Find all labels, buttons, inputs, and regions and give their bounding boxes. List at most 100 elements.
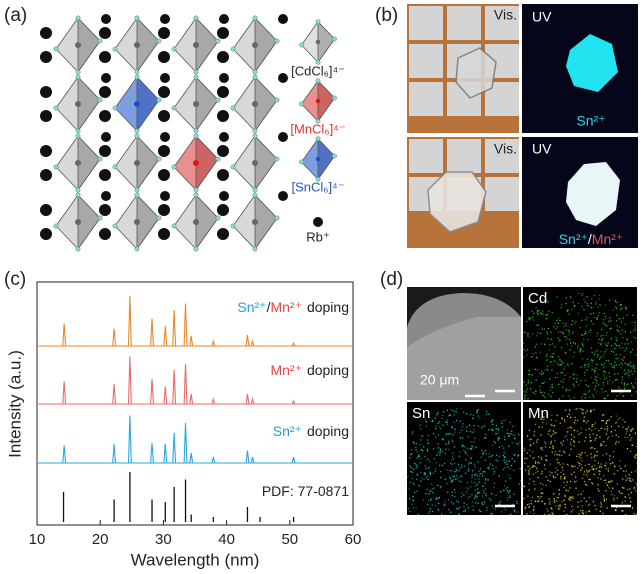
rb-atom bbox=[313, 217, 323, 227]
map-dot bbox=[551, 414, 553, 416]
map-dot bbox=[629, 439, 632, 441]
map-dot bbox=[473, 428, 475, 431]
map-dot bbox=[541, 373, 543, 375]
map-dot bbox=[615, 414, 617, 417]
map-dot bbox=[459, 431, 461, 434]
map-dot bbox=[437, 442, 439, 445]
paper-square bbox=[409, 139, 443, 173]
map-dot bbox=[565, 297, 568, 299]
map-dot bbox=[572, 509, 574, 511]
map-dot bbox=[413, 442, 415, 445]
map-dot bbox=[586, 369, 588, 371]
map-dot bbox=[502, 447, 505, 449]
x-tick-label: 60 bbox=[345, 531, 362, 548]
map-dot bbox=[634, 454, 637, 456]
map-dot bbox=[560, 306, 562, 309]
map-dot bbox=[579, 349, 582, 352]
map-dot bbox=[514, 511, 516, 513]
map-dot bbox=[524, 395, 526, 397]
map-dot bbox=[544, 503, 546, 505]
map-dot bbox=[466, 447, 469, 450]
map-dot bbox=[613, 367, 615, 369]
map-dot bbox=[540, 343, 542, 345]
map-dot bbox=[528, 503, 530, 505]
cl-atom bbox=[112, 164, 118, 170]
rb-atom bbox=[101, 73, 111, 83]
map-dot bbox=[431, 420, 433, 422]
x-tick-label: 10 bbox=[29, 531, 46, 548]
map-dot bbox=[593, 370, 595, 373]
map-dot bbox=[634, 456, 636, 459]
map-dot bbox=[456, 470, 458, 472]
map-dot bbox=[529, 455, 531, 457]
map-dot bbox=[532, 496, 534, 498]
map-dot bbox=[485, 495, 487, 497]
map-dot bbox=[572, 497, 574, 500]
cl-atom bbox=[97, 215, 103, 221]
map-dot bbox=[593, 464, 596, 467]
legend-label: Rb⁺ bbox=[306, 229, 329, 244]
cl-atom bbox=[171, 105, 177, 111]
cl-atom bbox=[252, 133, 258, 139]
map-dot bbox=[549, 503, 551, 505]
map-dot bbox=[529, 317, 531, 320]
map-dot bbox=[634, 321, 636, 324]
map-dot bbox=[484, 488, 487, 490]
map-dot bbox=[632, 427, 634, 430]
map-dot bbox=[557, 322, 560, 324]
map-dot bbox=[414, 462, 416, 465]
diffraction-peak bbox=[62, 445, 67, 464]
map-dot bbox=[569, 496, 571, 498]
map-dot bbox=[625, 347, 628, 349]
map-dot bbox=[457, 463, 460, 466]
map-dot bbox=[493, 471, 496, 473]
map-dot bbox=[636, 434, 637, 437]
map-dot bbox=[493, 441, 495, 443]
map-dot bbox=[632, 386, 634, 388]
map-dot bbox=[434, 497, 436, 500]
map-dot bbox=[528, 470, 530, 472]
map-dot bbox=[625, 479, 627, 481]
cl-atom bbox=[332, 95, 337, 101]
map-dot bbox=[513, 454, 515, 456]
map-dot bbox=[428, 466, 430, 468]
map-dot bbox=[605, 433, 608, 435]
map-dot bbox=[596, 380, 598, 382]
map-dot bbox=[470, 457, 472, 459]
map-dot bbox=[553, 501, 556, 503]
map-dot bbox=[418, 484, 420, 487]
map-dot bbox=[573, 422, 576, 424]
map-dot bbox=[535, 471, 537, 474]
map-dot bbox=[506, 463, 508, 465]
map-dot bbox=[622, 395, 624, 397]
map-dot bbox=[601, 414, 604, 416]
metal-atom bbox=[75, 219, 81, 225]
map-dot bbox=[583, 473, 585, 476]
map-dot bbox=[545, 314, 547, 316]
map-dot bbox=[609, 317, 611, 319]
map-dot bbox=[435, 497, 438, 499]
map-dot bbox=[566, 310, 568, 313]
map-dot bbox=[605, 479, 607, 481]
map-dot bbox=[428, 490, 431, 492]
map-dot bbox=[576, 430, 579, 432]
map-dot bbox=[481, 427, 483, 429]
map-dot bbox=[484, 482, 486, 484]
cl-atom bbox=[171, 223, 177, 229]
map-dot bbox=[498, 503, 500, 505]
map-dot bbox=[523, 485, 525, 488]
map-dot bbox=[451, 427, 453, 429]
map-dot bbox=[574, 419, 577, 421]
panel-label: (a) bbox=[4, 5, 27, 26]
map-dot bbox=[429, 473, 432, 476]
metal-atom bbox=[75, 101, 81, 107]
map-dot bbox=[605, 444, 607, 447]
map-dot bbox=[438, 497, 440, 499]
map-dot bbox=[629, 497, 631, 499]
cl-atom bbox=[252, 15, 258, 21]
map-dot bbox=[620, 347, 622, 350]
map-dot bbox=[474, 497, 476, 499]
map-dot bbox=[602, 334, 604, 336]
map-dot bbox=[534, 460, 537, 463]
rb-atom bbox=[99, 27, 111, 39]
